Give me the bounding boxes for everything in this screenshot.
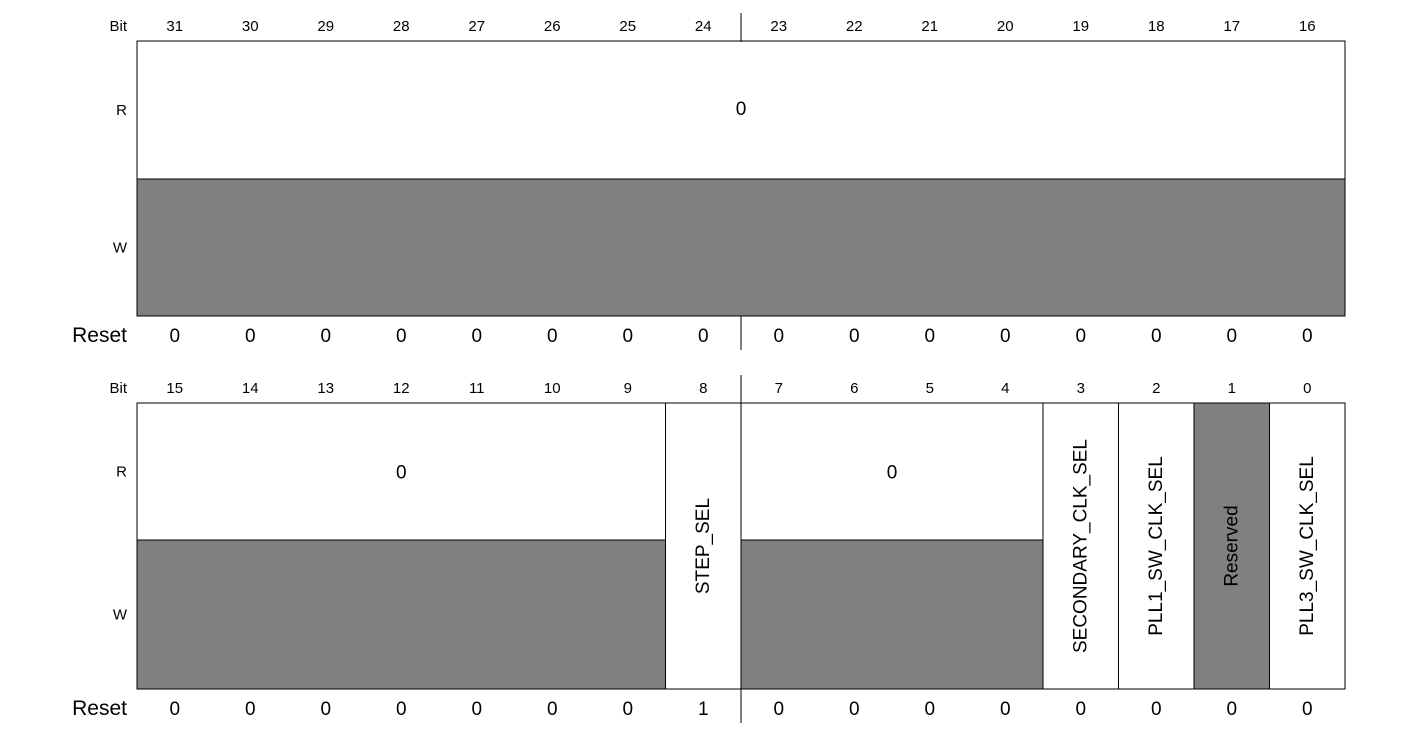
reset-value: 0: [169, 326, 180, 347]
write-reserved-bits-7-4: [740, 539, 1044, 690]
reset-value: 0: [622, 699, 633, 720]
reset-value: 0: [320, 326, 331, 347]
reset-value: 0: [396, 699, 407, 720]
reset-value: 0: [1226, 326, 1237, 347]
reset-value: 0: [396, 326, 407, 347]
field-cell-pll1-sw-clk-sel: [1118, 402, 1195, 690]
reset-value: 0: [849, 699, 860, 720]
field-cell-reserved: [1193, 402, 1270, 690]
bit-number: 25: [619, 18, 636, 35]
write-reserved-bits-15-9: [136, 539, 666, 690]
reset-value: 0: [1000, 699, 1011, 720]
read-field-bits-31-16: [137, 41, 1345, 179]
write-row-label: W: [113, 240, 128, 257]
field-name-secondary-clk-sel: SECONDARY_CLK_SEL: [1070, 439, 1091, 653]
reset-value: 0: [1075, 326, 1086, 347]
bit-number: 13: [317, 380, 334, 397]
bit-label: Bit: [109, 380, 127, 397]
bit-number: 22: [846, 18, 863, 35]
read-value-bits-31-16: 0: [736, 99, 747, 120]
reset-value: 0: [1302, 699, 1313, 720]
bit-number: 19: [1072, 18, 1089, 35]
bit-number: 27: [468, 18, 485, 35]
reset-value: 0: [924, 326, 935, 347]
field-name-pll1-sw-clk-sel: PLL1_SW_CLK_SEL: [1146, 456, 1167, 636]
read-value-bits-15-9: 0: [396, 463, 407, 484]
reset-value: 0: [1302, 326, 1313, 347]
bit-number: 1: [1228, 380, 1236, 397]
bit-number: 30: [242, 18, 259, 35]
reset-value: 0: [1075, 699, 1086, 720]
reset-value: 0: [547, 326, 558, 347]
bit-number: 9: [624, 380, 632, 397]
bit-number: 26: [544, 18, 561, 35]
reset-value: 0: [1226, 699, 1237, 720]
reset-value: 0: [1151, 326, 1162, 347]
bit-number: 18: [1148, 18, 1165, 35]
reset-value: 0: [849, 326, 860, 347]
reset-value: 0: [773, 326, 784, 347]
bit-number: 28: [393, 18, 410, 35]
bit-number: 20: [997, 18, 1014, 35]
reset-value: 1: [698, 699, 709, 720]
bit-number: 16: [1299, 18, 1316, 35]
reset-value: 0: [698, 326, 709, 347]
read-row-label: R: [116, 102, 127, 119]
bit-number: 2: [1152, 380, 1160, 397]
bit-number: 15: [166, 380, 183, 397]
bit-number: 14: [242, 380, 259, 397]
bit-number: 10: [544, 380, 561, 397]
field-name-step-sel: STEP_SEL: [693, 498, 714, 594]
reset-value: 0: [1000, 326, 1011, 347]
reset-value: 0: [471, 699, 482, 720]
reset-value: 0: [245, 326, 256, 347]
reset-value: 0: [169, 699, 180, 720]
bit-number: 4: [1001, 380, 1009, 397]
field-name-reserved: Reserved: [1221, 505, 1242, 586]
register-outline-lower: [136, 402, 1346, 690]
reset-row-label: Reset: [72, 324, 127, 347]
field-name-pll3-sw-clk-sel: PLL3_SW_CLK_SEL: [1297, 456, 1318, 636]
bit-number: 6: [850, 380, 858, 397]
bit-number: 12: [393, 380, 410, 397]
reset-value: 0: [471, 326, 482, 347]
write-reserved-bits-31-16: [137, 179, 1345, 316]
bit-number: 17: [1223, 18, 1240, 35]
reset-value: 0: [320, 699, 331, 720]
reset-value: 0: [245, 699, 256, 720]
reset-row-label: Reset: [72, 697, 127, 720]
bit-number: 11: [469, 380, 485, 397]
reset-value: 0: [622, 326, 633, 347]
bit-number: 5: [926, 380, 934, 397]
bit-number: 29: [317, 18, 334, 35]
bit-number: 31: [166, 18, 183, 35]
write-row-label: W: [113, 607, 128, 624]
read-row-label: R: [116, 464, 127, 481]
bit-number: 0: [1303, 380, 1311, 397]
reset-value: 0: [547, 699, 558, 720]
reset-value: 0: [773, 699, 784, 720]
bit-number: 8: [699, 380, 707, 397]
reset-value: 0: [1151, 699, 1162, 720]
bit-number: 24: [695, 18, 712, 35]
bit-number: 21: [921, 18, 938, 35]
bit-label: Bit: [109, 18, 127, 35]
field-cell-pll3-sw-clk-sel: [1269, 402, 1346, 690]
bit-number: 3: [1077, 380, 1085, 397]
field-cell-secondary-clk-sel: [1042, 402, 1119, 690]
field-cell-step-sel: [665, 402, 742, 690]
bit-number: 7: [775, 380, 783, 397]
bit-number: 23: [770, 18, 787, 35]
read-value-bits-7-4: 0: [887, 463, 898, 484]
reset-value: 0: [924, 699, 935, 720]
